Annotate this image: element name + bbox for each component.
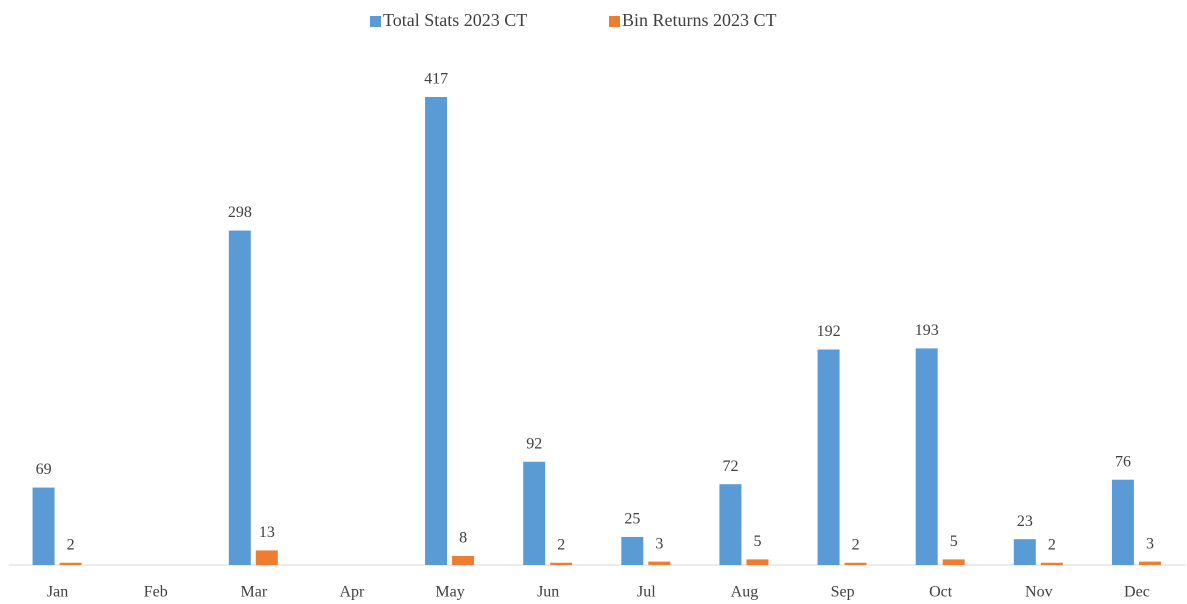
bar [1013, 539, 1036, 565]
legend-label: Bin Returns 2023 CT [622, 10, 777, 30]
bar [523, 461, 546, 565]
bar [255, 550, 278, 565]
data-label: 5 [950, 533, 958, 550]
bar [59, 562, 82, 565]
data-label: 2 [557, 536, 565, 553]
bar [1111, 479, 1134, 565]
bar [32, 487, 55, 565]
data-label: 2 [67, 536, 75, 553]
data-label: 3 [1146, 535, 1154, 552]
bar [817, 349, 840, 565]
bar [452, 556, 475, 565]
x-tick-label: Oct [929, 584, 953, 601]
bar [425, 97, 448, 565]
data-label: 69 [36, 461, 52, 478]
data-label: 192 [817, 323, 841, 340]
bar [1138, 561, 1161, 565]
legend-swatch [370, 16, 381, 27]
bar [942, 559, 965, 565]
bar [228, 230, 251, 565]
bar [719, 484, 742, 565]
x-tick-label: Jan [47, 584, 68, 601]
data-label: 3 [655, 535, 663, 552]
bar [915, 348, 938, 565]
x-tick-label: Mar [240, 584, 267, 601]
data-label: 8 [459, 530, 467, 547]
data-label: 298 [228, 204, 252, 221]
x-tick-label: Feb [144, 584, 168, 601]
x-tick-label: Jun [537, 584, 559, 601]
data-label: 417 [424, 71, 448, 88]
legend-label: Total Stats 2023 CT [383, 10, 527, 30]
x-tick-label: Jul [637, 584, 656, 601]
bar [550, 562, 573, 565]
data-label: 92 [526, 435, 542, 452]
bar [746, 559, 769, 565]
data-label: 72 [722, 458, 738, 475]
data-label: 13 [259, 524, 275, 541]
x-tick-label: Apr [339, 584, 365, 601]
data-label: 23 [1017, 513, 1033, 530]
x-tick-label: May [435, 584, 464, 601]
data-label: 25 [624, 511, 640, 528]
bar [648, 561, 671, 565]
data-label: 2 [1048, 536, 1056, 553]
data-label: 2 [852, 536, 860, 553]
x-tick-label: Dec [1124, 584, 1150, 601]
x-tick-label: Aug [731, 584, 759, 601]
legend: Total Stats 2023 CT Bin Returns 2023 CT [370, 10, 777, 30]
bar [844, 562, 867, 565]
x-tick-label: Nov [1025, 584, 1053, 601]
x-tick-label: Sep [831, 584, 855, 601]
data-label: 193 [915, 322, 939, 339]
bar [621, 536, 644, 565]
bar [1040, 562, 1063, 565]
data-label: 5 [753, 533, 761, 550]
data-label: 76 [1115, 453, 1131, 470]
legend-swatch [609, 16, 620, 27]
